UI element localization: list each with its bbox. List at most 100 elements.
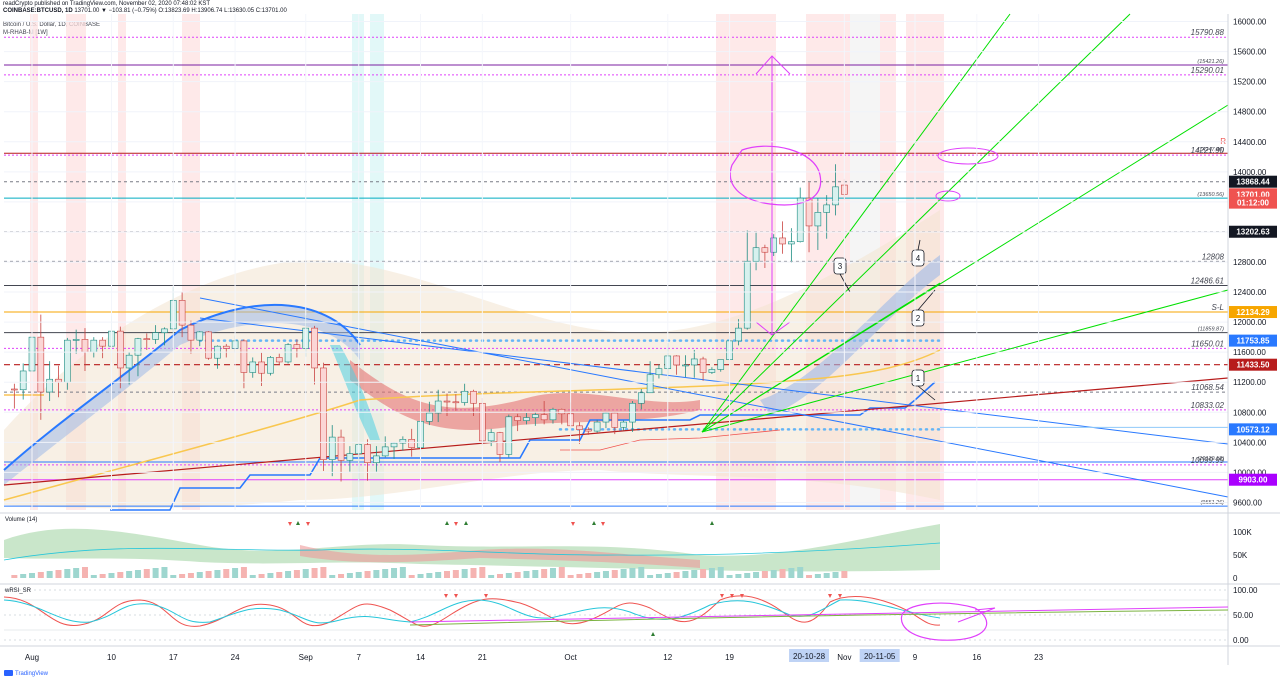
candle[interactable] (602, 412, 610, 429)
candle[interactable] (655, 364, 663, 379)
candle[interactable] (549, 407, 557, 424)
candle[interactable] (284, 343, 292, 364)
candle[interactable] (426, 401, 433, 426)
buy-signal-icon (710, 521, 714, 525)
candle[interactable] (823, 195, 831, 239)
tradingview-footer[interactable]: TradingView (4, 670, 48, 677)
candle[interactable] (19, 363, 27, 400)
candle[interactable] (770, 234, 778, 256)
price-tag[interactable] (1229, 306, 1277, 319)
candle[interactable] (249, 357, 257, 378)
price-tag[interactable] (1229, 334, 1277, 347)
candle[interactable] (152, 325, 159, 344)
candle[interactable] (461, 383, 468, 406)
candle[interactable] (558, 408, 566, 425)
candle[interactable] (788, 228, 795, 263)
candle[interactable] (673, 355, 680, 375)
volume-tick-label: 50K (1233, 551, 1248, 560)
candle[interactable] (832, 164, 839, 216)
candle[interactable] (37, 314, 45, 420)
candle[interactable] (470, 389, 477, 417)
candle[interactable] (222, 343, 230, 358)
candle[interactable] (699, 356, 707, 381)
candle[interactable] (381, 436, 389, 458)
callout-pointer (917, 239, 921, 251)
candle[interactable] (11, 383, 18, 409)
candle[interactable] (320, 362, 327, 471)
callout-pointer (839, 273, 851, 293)
volume-bar (355, 572, 362, 578)
candle[interactable] (523, 413, 530, 425)
candle[interactable] (390, 442, 398, 459)
candle[interactable] (752, 232, 760, 271)
candle[interactable] (584, 427, 592, 435)
candle[interactable] (125, 352, 133, 385)
candle[interactable] (434, 389, 442, 423)
candle[interactable] (187, 320, 195, 354)
candle[interactable] (452, 394, 460, 411)
candle[interactable] (275, 353, 283, 365)
candle[interactable] (814, 198, 822, 250)
candle[interactable] (796, 187, 804, 243)
volume-bar (744, 573, 751, 578)
candle[interactable] (761, 244, 769, 269)
candle[interactable] (646, 361, 654, 394)
price-tag[interactable] (1229, 358, 1277, 371)
candle[interactable] (117, 326, 124, 389)
date-badge[interactable] (859, 649, 900, 662)
candle[interactable] (346, 446, 354, 472)
candle-body (346, 453, 354, 461)
y-tick-label: 15600.00 (1233, 48, 1267, 57)
candle[interactable] (708, 367, 716, 374)
price-tag[interactable] (1229, 175, 1277, 188)
price-tag[interactable] (1229, 225, 1277, 238)
candle-body (823, 204, 831, 213)
candle[interactable] (505, 414, 513, 458)
candle[interactable] (178, 292, 186, 338)
green-fan-line-1 (701, 13, 1011, 433)
candle-body (443, 400, 451, 403)
volume-bar (594, 572, 601, 578)
price-tag[interactable] (1229, 423, 1277, 436)
candle[interactable] (717, 359, 725, 372)
candle[interactable] (328, 425, 336, 477)
candle[interactable] (99, 337, 106, 359)
header-line-2: Bitcoin / U.S. Dollar, 1D, COINBASE (3, 22, 101, 28)
header-line-1: readCrypto published on TradingView.com,… (3, 1, 211, 7)
candle[interactable] (682, 355, 689, 377)
candle[interactable] (637, 389, 645, 410)
candle[interactable] (399, 436, 407, 451)
candle[interactable] (779, 221, 786, 254)
candle[interactable] (690, 349, 698, 378)
candle[interactable] (805, 182, 813, 253)
candle[interactable] (293, 339, 301, 358)
candle[interactable] (258, 352, 265, 386)
candle[interactable] (311, 325, 318, 385)
candle[interactable] (143, 333, 151, 350)
candle[interactable] (593, 419, 601, 433)
candle[interactable] (196, 331, 204, 347)
candle[interactable] (205, 331, 212, 360)
candle[interactable] (267, 355, 274, 376)
candle[interactable] (576, 422, 583, 444)
candle[interactable] (46, 361, 53, 402)
candle[interactable] (514, 413, 521, 432)
candle[interactable] (487, 428, 495, 447)
candle[interactable] (240, 339, 248, 389)
candle[interactable] (373, 446, 380, 472)
candle[interactable] (364, 439, 371, 481)
candle-body (717, 359, 725, 370)
candle[interactable] (620, 420, 627, 431)
candle[interactable] (735, 319, 742, 346)
candle[interactable] (743, 230, 751, 330)
candle[interactable] (134, 337, 142, 377)
price-tag[interactable] (1229, 196, 1277, 209)
date-badge[interactable] (789, 649, 830, 662)
candle[interactable] (496, 431, 504, 462)
candle[interactable] (532, 412, 539, 426)
candle[interactable] (611, 412, 619, 435)
candle[interactable] (72, 329, 80, 354)
price-tag[interactable] (1229, 473, 1277, 486)
candle[interactable] (161, 327, 168, 346)
